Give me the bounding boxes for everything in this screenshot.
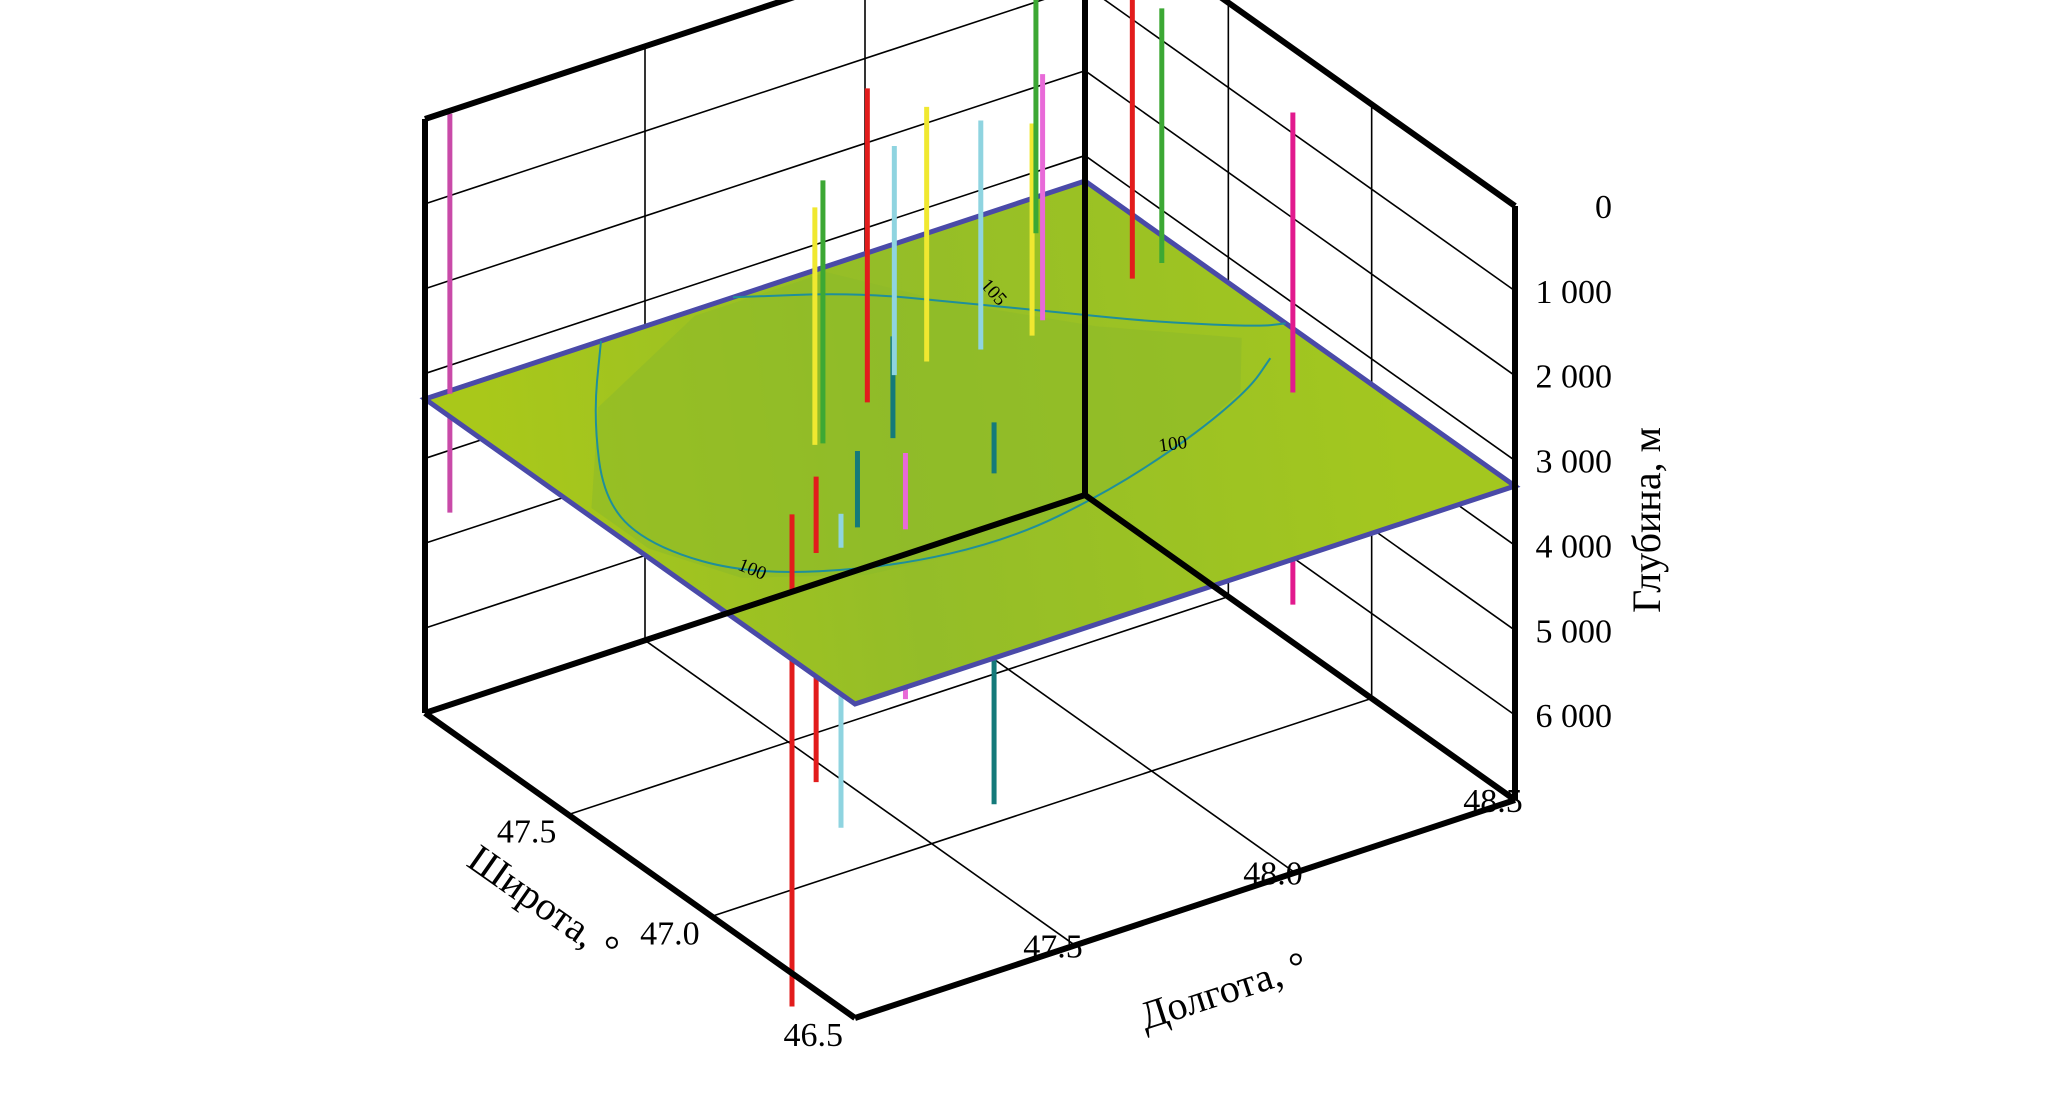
z-tick-label: 6 000 — [1536, 698, 1613, 735]
z-tick-label: 4 000 — [1536, 528, 1613, 565]
z-tick-label: 1 000 — [1536, 274, 1613, 311]
floor-gridline-y — [568, 595, 1229, 816]
z-tick-label: 3 000 — [1536, 444, 1613, 481]
frame-edge — [423, 710, 857, 1021]
frame-edge — [424, 0, 795, 122]
y-tick-label: 47.0 — [640, 915, 700, 952]
back-wall-gridline — [424, 0, 1045, 205]
y-axis-label: Широта, ° — [460, 836, 627, 972]
z-tick-label: 0 — [1595, 189, 1612, 226]
z-axis-label: Глубина, м — [1624, 427, 1669, 613]
axes-frame — [422, 0, 1518, 1021]
x-tick-label: 48.5 — [1463, 783, 1523, 820]
contour-zone — [591, 272, 1242, 578]
y-tick-label: 46.5 — [784, 1017, 844, 1054]
back-wall-gridline — [424, 69, 1086, 290]
x-axis-label: Долгота, ° — [1134, 942, 1313, 1038]
z-tick-label: 2 000 — [1536, 359, 1613, 396]
side-wall-gridline — [1084, 70, 1516, 377]
x-tick-label: 47.5 — [1023, 928, 1083, 965]
tick-labels: 47.5 48.0 48.5 46.5 47.0 47.5 0 1 000 2 000 3 000… — [497, 189, 1612, 1054]
side-wall-gridline — [1103, 0, 1516, 292]
frame-edge — [1083, 492, 1517, 803]
frame-edge — [1219, 0, 1517, 209]
contour-label: 100 — [1157, 432, 1188, 457]
frame-edge — [424, 492, 1086, 716]
frame-edge — [854, 797, 1516, 1021]
x-tick-label: 48.0 — [1243, 856, 1303, 893]
z-tick-label: 5 000 — [1536, 613, 1613, 650]
contour-line-105 — [732, 293, 1286, 327]
floor-gridline-y — [711, 697, 1372, 918]
wells-above-surface — [447, 0, 1296, 591]
contour-line-100 — [594, 340, 1272, 574]
side-wall-gridline — [1084, 154, 1516, 462]
back-wall-gridline — [424, 154, 1086, 375]
floor-gridline-x — [644, 639, 1076, 946]
y-tick-label: 47.5 — [497, 814, 557, 851]
